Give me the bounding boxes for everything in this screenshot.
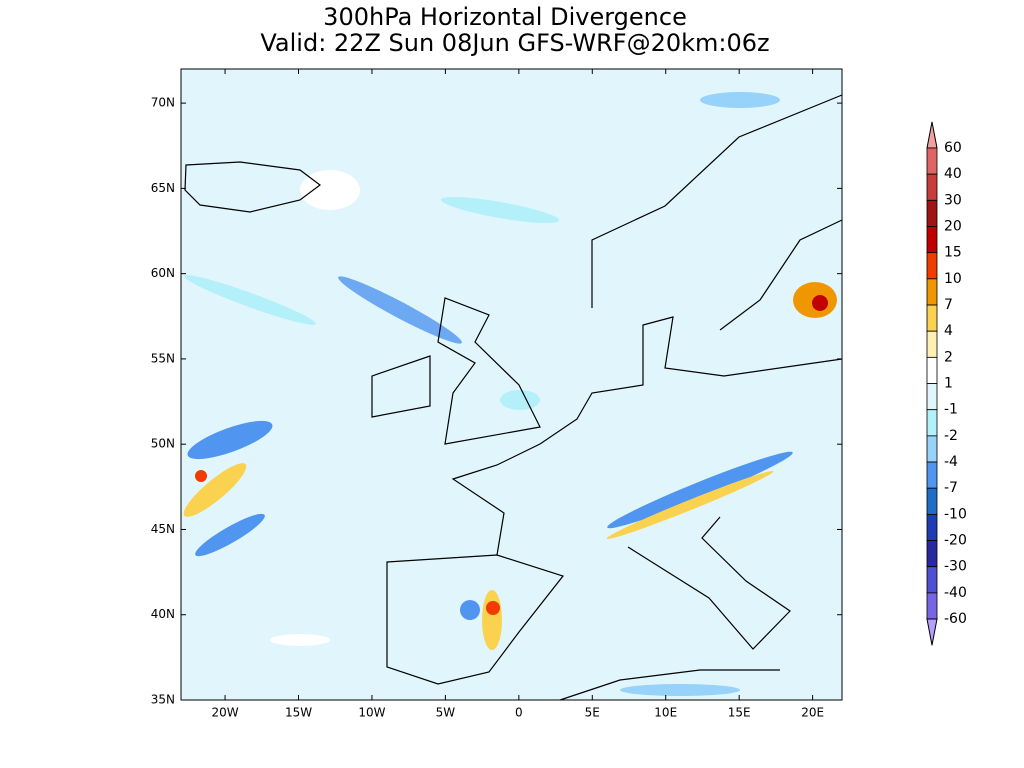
lon-tick-label: 10E bbox=[654, 706, 677, 720]
lat-tick-label: 55N bbox=[151, 351, 175, 365]
lon-tick-label: 10W bbox=[358, 706, 385, 720]
colorbar-label: 30 bbox=[944, 192, 962, 208]
lon-tick-label: 15W bbox=[285, 706, 312, 720]
lon-tick-label: 5W bbox=[436, 706, 456, 720]
colorbar-label: 1 bbox=[944, 376, 953, 392]
colorbar-label: -2 bbox=[944, 428, 958, 444]
colorbar-segment bbox=[926, 592, 938, 620]
title-line: 300hPa Horizontal Divergence bbox=[323, 3, 687, 31]
colorbar: 60 40 30 20 15 10 7 4 2 1 -1 -2 -4 -7 -10 -20 -30 -40 -60 bbox=[926, 121, 967, 646]
colorbar-segment bbox=[926, 304, 938, 332]
colorbar-segment bbox=[926, 147, 938, 175]
title-line: Valid: 22Z Sun 08Jun GFS-WRF@20km:06z bbox=[260, 29, 769, 57]
colorbar-segment bbox=[926, 566, 938, 594]
colorbar-label: -1 bbox=[944, 402, 958, 418]
colorbar-segment bbox=[926, 487, 938, 515]
colorbar-label: 40 bbox=[944, 166, 962, 182]
colorbar-label: -30 bbox=[944, 559, 967, 575]
coastlines bbox=[184, 94, 843, 701]
colorbar-label: -7 bbox=[944, 480, 958, 496]
colorbar-segment bbox=[926, 383, 938, 411]
colorbar-label: 7 bbox=[944, 297, 953, 313]
colorbar-segment bbox=[926, 540, 938, 568]
lat-tick-label: 45N bbox=[151, 522, 175, 536]
colorbar-segment bbox=[926, 409, 938, 437]
colorbar-label: -4 bbox=[944, 454, 958, 470]
lon-tick-label: 20E bbox=[801, 706, 824, 720]
colorbar-label: 10 bbox=[944, 271, 962, 287]
colorbar-segment bbox=[926, 199, 938, 227]
colorbar-segment bbox=[926, 513, 938, 541]
colorbar-label: -10 bbox=[944, 506, 967, 522]
colorbar-segment bbox=[926, 330, 938, 358]
lon-tick-label: 15E bbox=[728, 706, 751, 720]
colorbar-triangle bbox=[926, 121, 938, 149]
colorbar-label: 20 bbox=[944, 219, 962, 235]
colorbar-label: -60 bbox=[944, 611, 967, 627]
colorbar-label: -40 bbox=[944, 585, 967, 601]
colorbar-label: 15 bbox=[944, 245, 962, 261]
map-frame bbox=[180, 68, 843, 701]
map: 70N 65N 60N 55N 50N 45N 40N 35N 20W 15W 10W 5W 0 5E 10… bbox=[151, 68, 843, 720]
colorbar-label: 4 bbox=[944, 323, 953, 339]
colorbar-segment bbox=[926, 461, 938, 489]
lat-tick-label: 60N bbox=[151, 266, 175, 280]
field-pattern bbox=[183, 92, 837, 696]
colorbar-label: 60 bbox=[944, 140, 962, 156]
colorbar-segment bbox=[926, 173, 938, 201]
lon-tick-label: 0 bbox=[515, 706, 523, 720]
colorbar-segment bbox=[926, 226, 938, 254]
colorbar-triangle bbox=[926, 618, 938, 646]
colorbar-segment bbox=[926, 435, 938, 463]
colorbar-label: -20 bbox=[944, 533, 967, 549]
lat-tick-label: 50N bbox=[151, 437, 175, 451]
lat-tick-label: 65N bbox=[151, 181, 175, 195]
colorbar-segment bbox=[926, 252, 938, 280]
colorbar-label: 2 bbox=[944, 349, 953, 365]
lat-tick-label: 35N bbox=[151, 693, 175, 707]
lat-tick-label: 40N bbox=[151, 607, 175, 621]
lon-tick-label: 20W bbox=[211, 706, 238, 720]
map-background bbox=[181, 69, 842, 700]
lon-tick-label: 5E bbox=[585, 706, 600, 720]
lat-tick-label: 70N bbox=[151, 96, 175, 110]
colorbar-segment bbox=[926, 278, 938, 306]
colorbar-segment bbox=[926, 356, 938, 384]
